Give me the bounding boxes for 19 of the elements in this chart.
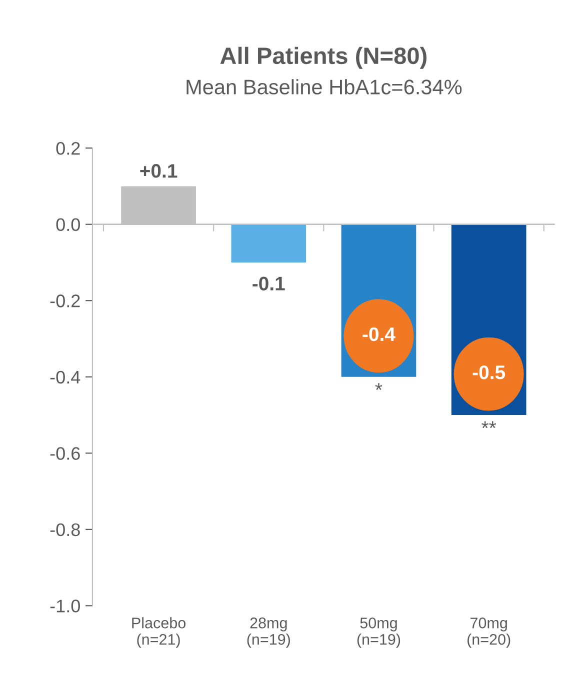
x-tick-label: 70mg (n=20) xyxy=(467,618,510,648)
y-tick-label: 0.2 xyxy=(56,142,80,155)
y-tick-label: 0.0 xyxy=(56,218,80,232)
annotation: ** xyxy=(482,421,496,428)
chart-title: All Patients (N=80) xyxy=(220,46,426,69)
x-tick-label: 50mg (n=19) xyxy=(357,618,400,648)
y-tick-label: -0.4 xyxy=(50,370,80,384)
x-tick-label: 28mg (n=19) xyxy=(247,618,290,648)
chart-subtitle: Mean Baseline HbA1c=6.34% xyxy=(186,79,462,94)
data-label: -0.5 xyxy=(472,365,506,380)
x-tick-label: Placebo (n=21) xyxy=(132,617,186,648)
annotation: * xyxy=(375,383,382,390)
y-tick-label: -0.6 xyxy=(50,447,80,460)
y-tick-label: -0.8 xyxy=(50,523,80,536)
y-tick-label: -0.2 xyxy=(50,294,80,308)
y-tick-label: -1.0 xyxy=(50,600,80,612)
data-label: -0.1 xyxy=(252,276,285,290)
data-label: +0.1 xyxy=(140,164,178,178)
data-label: -0.4 xyxy=(362,327,396,342)
